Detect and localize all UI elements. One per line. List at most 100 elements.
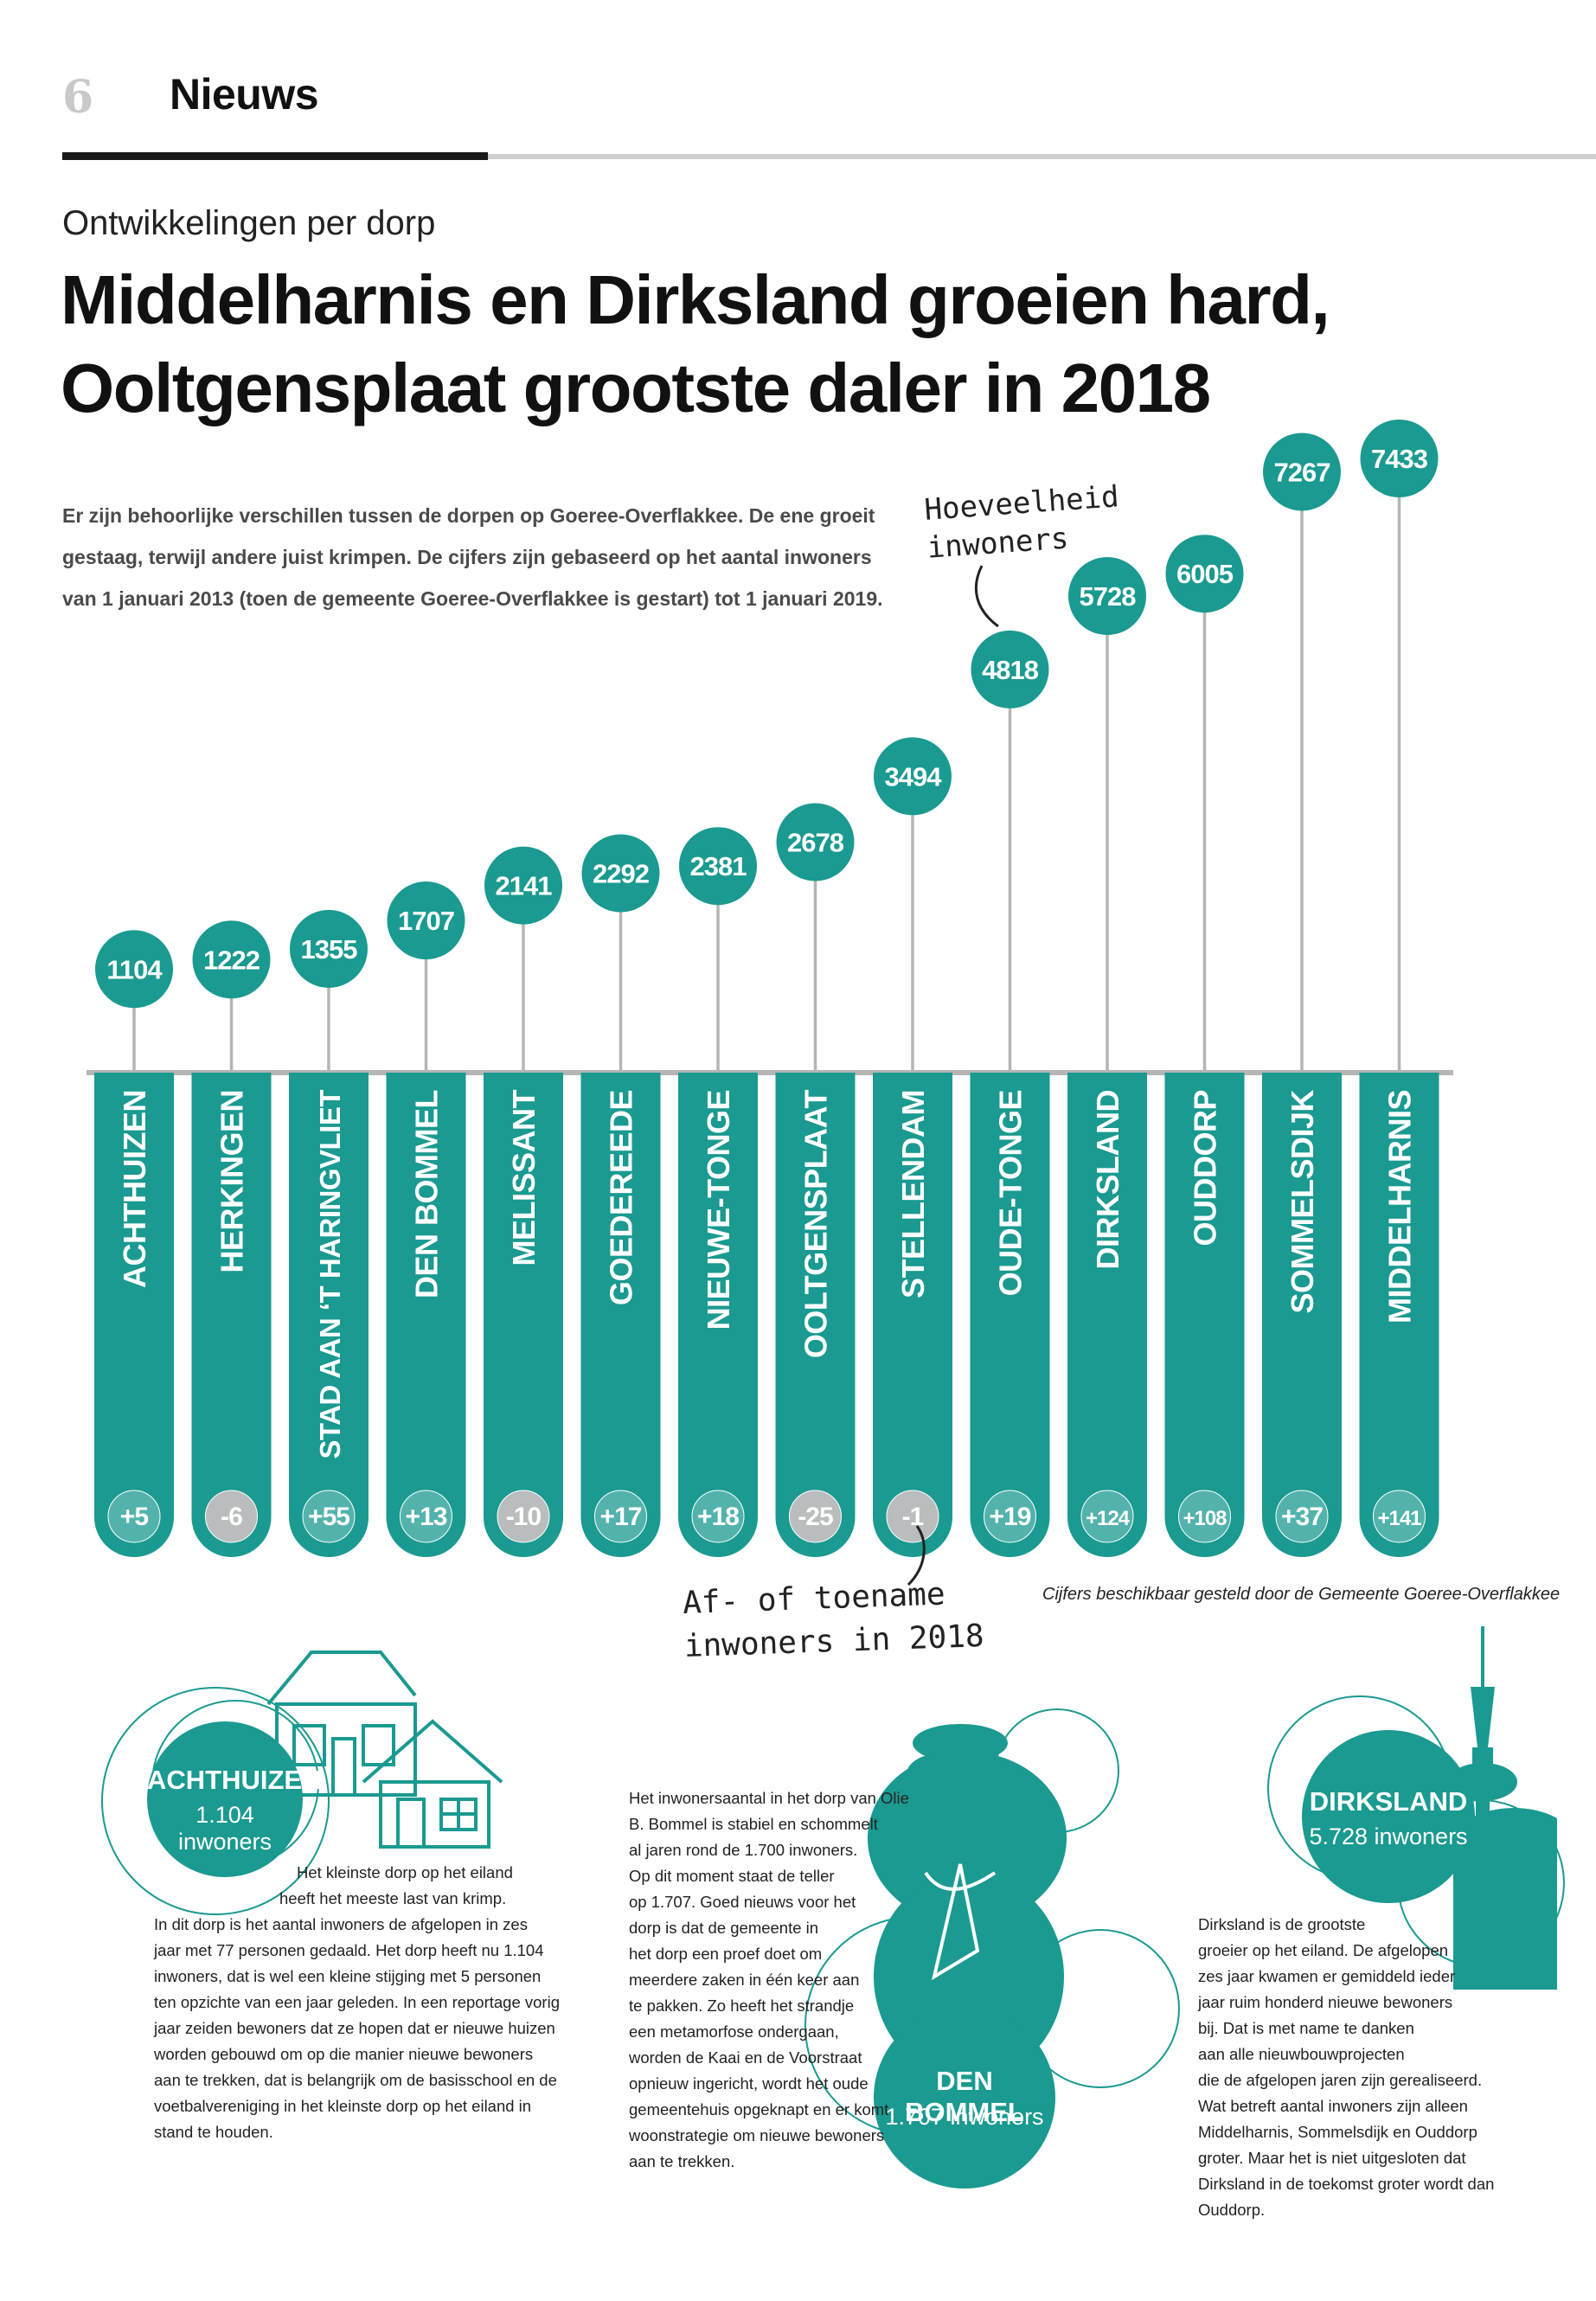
bar-top — [580, 1073, 661, 1125]
bar-top — [1359, 1073, 1439, 1125]
bar-top — [484, 1073, 563, 1125]
change-badge-tint — [108, 1490, 160, 1542]
church-tower-icon — [1448, 1626, 1557, 1990]
value-bubble — [874, 737, 952, 816]
value-label: 2292 — [593, 858, 649, 888]
change-badge — [302, 1490, 356, 1543]
value-bubble — [387, 881, 465, 960]
change-badge-tint — [303, 1490, 355, 1542]
denbommel-text: Het inwonersaantal in het dorp van Olie B… — [629, 1785, 923, 2175]
value-label: 4818 — [982, 655, 1039, 685]
value-label: 2678 — [787, 827, 844, 857]
section-title: Nieuws — [170, 70, 319, 119]
change-label: +55 — [308, 1503, 349, 1531]
bar-top — [191, 1073, 272, 1125]
denbommel-subtitle: 1.707 inwoners — [885, 2104, 1044, 2130]
change-label: -10 — [506, 1503, 542, 1531]
note-change-arrow — [907, 1525, 926, 1586]
change-label: +18 — [697, 1503, 739, 1531]
source-note: Cijfers beschikbaar gesteld door de Geme… — [1042, 1585, 1561, 1604]
achthuizen-text-line: stand te houden. — [154, 2123, 273, 2141]
dirksland-text-line: Dirksland is de grootste — [1198, 1915, 1366, 1933]
value-label: 3494 — [885, 761, 943, 792]
headline-line-1: Middelharnis en Dirksland groeien hard, — [61, 261, 1330, 338]
dirksland-text-line: Ouddorp. — [1198, 2201, 1266, 2219]
bar-top — [1262, 1073, 1342, 1125]
achthuizen-text-line: jaar zeiden bewoners dat ze hopen dat er… — [154, 2019, 555, 2037]
change-label: +17 — [600, 1503, 642, 1531]
bar-top — [970, 1073, 1050, 1125]
note-inwoners: Hoeveelheid inwoners — [923, 478, 1123, 567]
category-label: SOMMELSDIJK — [1285, 1090, 1320, 1314]
change-badge-tint — [594, 1490, 647, 1542]
achthuizen-text-line: voetbalvereniging in het kleinste dorp o… — [154, 2097, 532, 2115]
dirksland-text-line: jaar ruim honderd nieuwe bewoners — [1198, 1993, 1453, 2011]
change-badge-tint — [1081, 1490, 1133, 1542]
bar — [191, 1073, 272, 1557]
denbommel-text-line: B. Bommel is stabiel en schommelt — [629, 1815, 878, 1833]
intro-line-2: gestaag, terwijl andere juist krimpen. D… — [62, 546, 872, 568]
category-label: MELISSANT — [506, 1090, 542, 1266]
bar — [289, 1073, 369, 1557]
change-label: -6 — [221, 1503, 242, 1531]
denbommel-text-line: een metamorfose ondergaan, — [629, 2022, 839, 2041]
achthuizen-text-line: jaar met 77 personen gedaald. Het dorp h… — [154, 1941, 544, 1959]
value-bubble — [484, 846, 562, 925]
value-bubble — [971, 630, 1049, 708]
category-label: DEN BOMMEL — [409, 1090, 445, 1298]
dirksland-badge — [1302, 1730, 1475, 1903]
value-bubble — [192, 920, 271, 999]
dirksland-text-line: Wat betreft aantal inwoners zijn alleen — [1198, 2097, 1468, 2115]
headline: Middelharnis en Dirksland groeien hard, … — [61, 256, 1531, 433]
value-label: 2381 — [690, 851, 747, 881]
category-label: OOLTGENSPLAAT — [798, 1089, 834, 1358]
change-label: +5 — [120, 1503, 149, 1531]
bar-top — [386, 1073, 466, 1125]
value-bubble — [679, 827, 757, 906]
dirksland-text-line: Middelharnis, Sommelsdijk en Ouddorp — [1198, 2123, 1477, 2141]
change-badge — [789, 1490, 842, 1543]
change-badge — [984, 1490, 1036, 1543]
value-bubble — [581, 834, 660, 913]
bar — [678, 1073, 758, 1557]
value-label: 2141 — [496, 871, 553, 901]
change-badge-tint — [1373, 1490, 1426, 1542]
category-label: GOEDEREEDE — [604, 1090, 639, 1305]
category-label: OUDE-TONGE — [993, 1090, 1029, 1296]
bar — [386, 1073, 466, 1557]
denbommel-text-line: woonstrategie om nieuwe bewoners — [629, 2126, 885, 2144]
house-icon — [266, 1650, 503, 1849]
change-label: +141 — [1377, 1507, 1421, 1530]
population-chart: 1104 ACHTHUIZEN +5 1222 HERKINGEN -6 1355 STAD … — [87, 420, 1453, 1557]
dirksland-text: Dirksland is de grootste groeier op het e… — [1198, 1912, 1544, 2223]
bar — [873, 1073, 952, 1557]
intro-line-1: Er zijn behoorlijke verschillen tussen d… — [62, 504, 875, 527]
bar — [970, 1073, 1050, 1557]
change-badge — [1178, 1490, 1231, 1543]
denbommel-text-line: meerdere zaken in één keer aan — [629, 1971, 860, 1989]
dirksland-text-line: bij. Dat is met name te danken — [1198, 2019, 1414, 2037]
bar-top — [873, 1073, 952, 1125]
change-badge — [594, 1490, 647, 1543]
change-label: -25 — [798, 1503, 833, 1531]
dirksland-text-line: groter. Maar het is niet uitgesloten dat — [1198, 2149, 1466, 2167]
bar — [775, 1073, 856, 1557]
denbommel-text-line: dorp is dat de gemeente in — [629, 1919, 819, 1937]
change-badge — [1080, 1490, 1134, 1543]
value-label: 1104 — [106, 954, 163, 984]
denbommel-text-line: Het inwonersaantal in het dorp van Olie — [629, 1789, 909, 1807]
value-label: 1222 — [203, 945, 260, 975]
value-bubble — [1263, 433, 1341, 511]
dirksland-title: DIRKSLAND — [1309, 1786, 1468, 1817]
bar — [1067, 1073, 1147, 1557]
bar-top — [289, 1073, 369, 1125]
dirksland-text-line: zes jaar kwamen er gemiddeld ieder — [1198, 1967, 1456, 1985]
header-rule-dark — [62, 152, 488, 160]
value-bubble — [1165, 535, 1244, 613]
category-label: STAD AAN ‘T HARINGVLIET — [314, 1090, 346, 1459]
achthuizen-text-line: heeft het meeste last van krimp. — [279, 1889, 507, 1907]
headline-line-2: Ooltgensplaat grootste daler in 2018 — [61, 349, 1211, 426]
bar — [580, 1073, 661, 1557]
change-badge — [691, 1490, 745, 1543]
change-badge — [205, 1490, 258, 1543]
